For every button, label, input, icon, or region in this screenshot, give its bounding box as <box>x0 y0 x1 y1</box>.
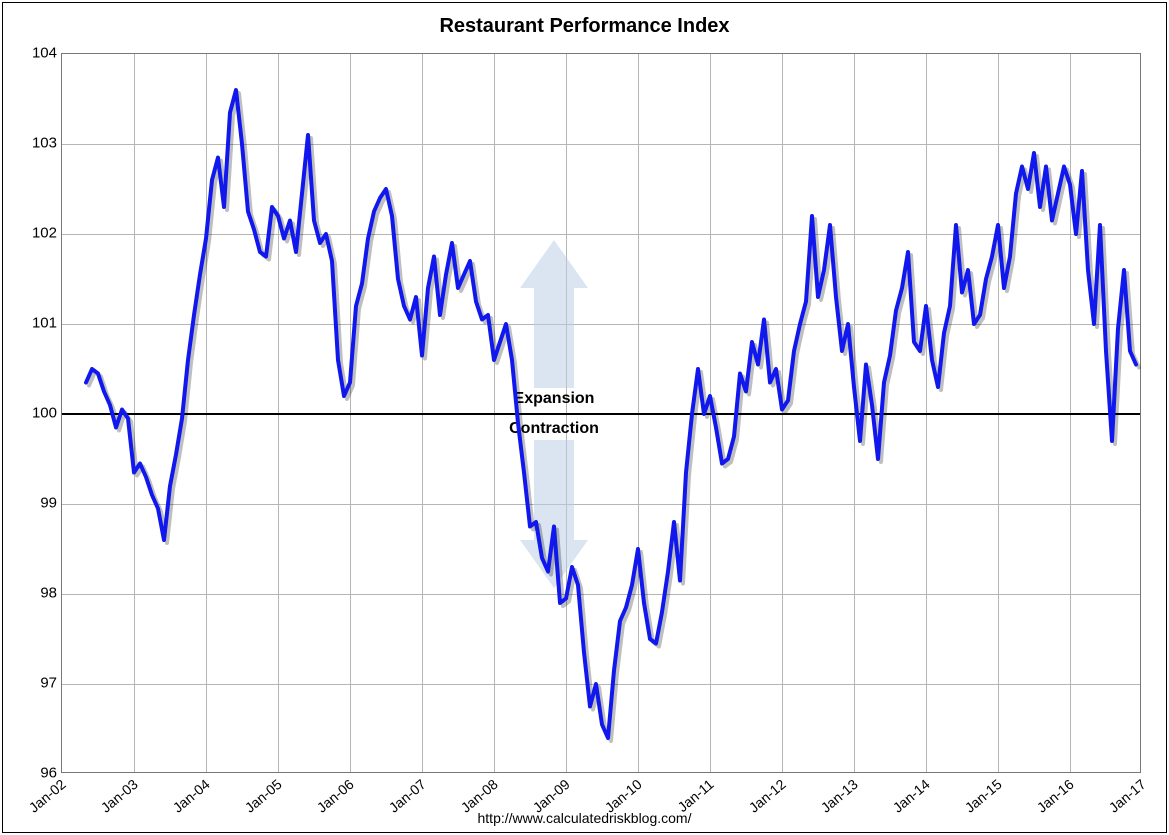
y-tick-label: 100 <box>7 405 57 422</box>
y-tick-label: 96 <box>7 765 57 782</box>
y-tick-label: 99 <box>7 495 57 512</box>
series-line <box>62 54 1142 774</box>
source-url: http://www.calculatedriskblog.com/ <box>3 810 1166 826</box>
y-tick-label: 101 <box>7 315 57 332</box>
y-tick-label: 98 <box>7 585 57 602</box>
y-tick-label: 102 <box>7 225 57 242</box>
plot-area: ExpansionContraction <box>61 53 1141 773</box>
y-tick-label: 97 <box>7 675 57 692</box>
y-tick-label: 103 <box>7 135 57 152</box>
chart-title: Restaurant Performance Index <box>3 15 1166 38</box>
chart-frame: Restaurant Performance Index ExpansionCo… <box>2 2 1167 833</box>
y-tick-label: 104 <box>7 45 57 62</box>
